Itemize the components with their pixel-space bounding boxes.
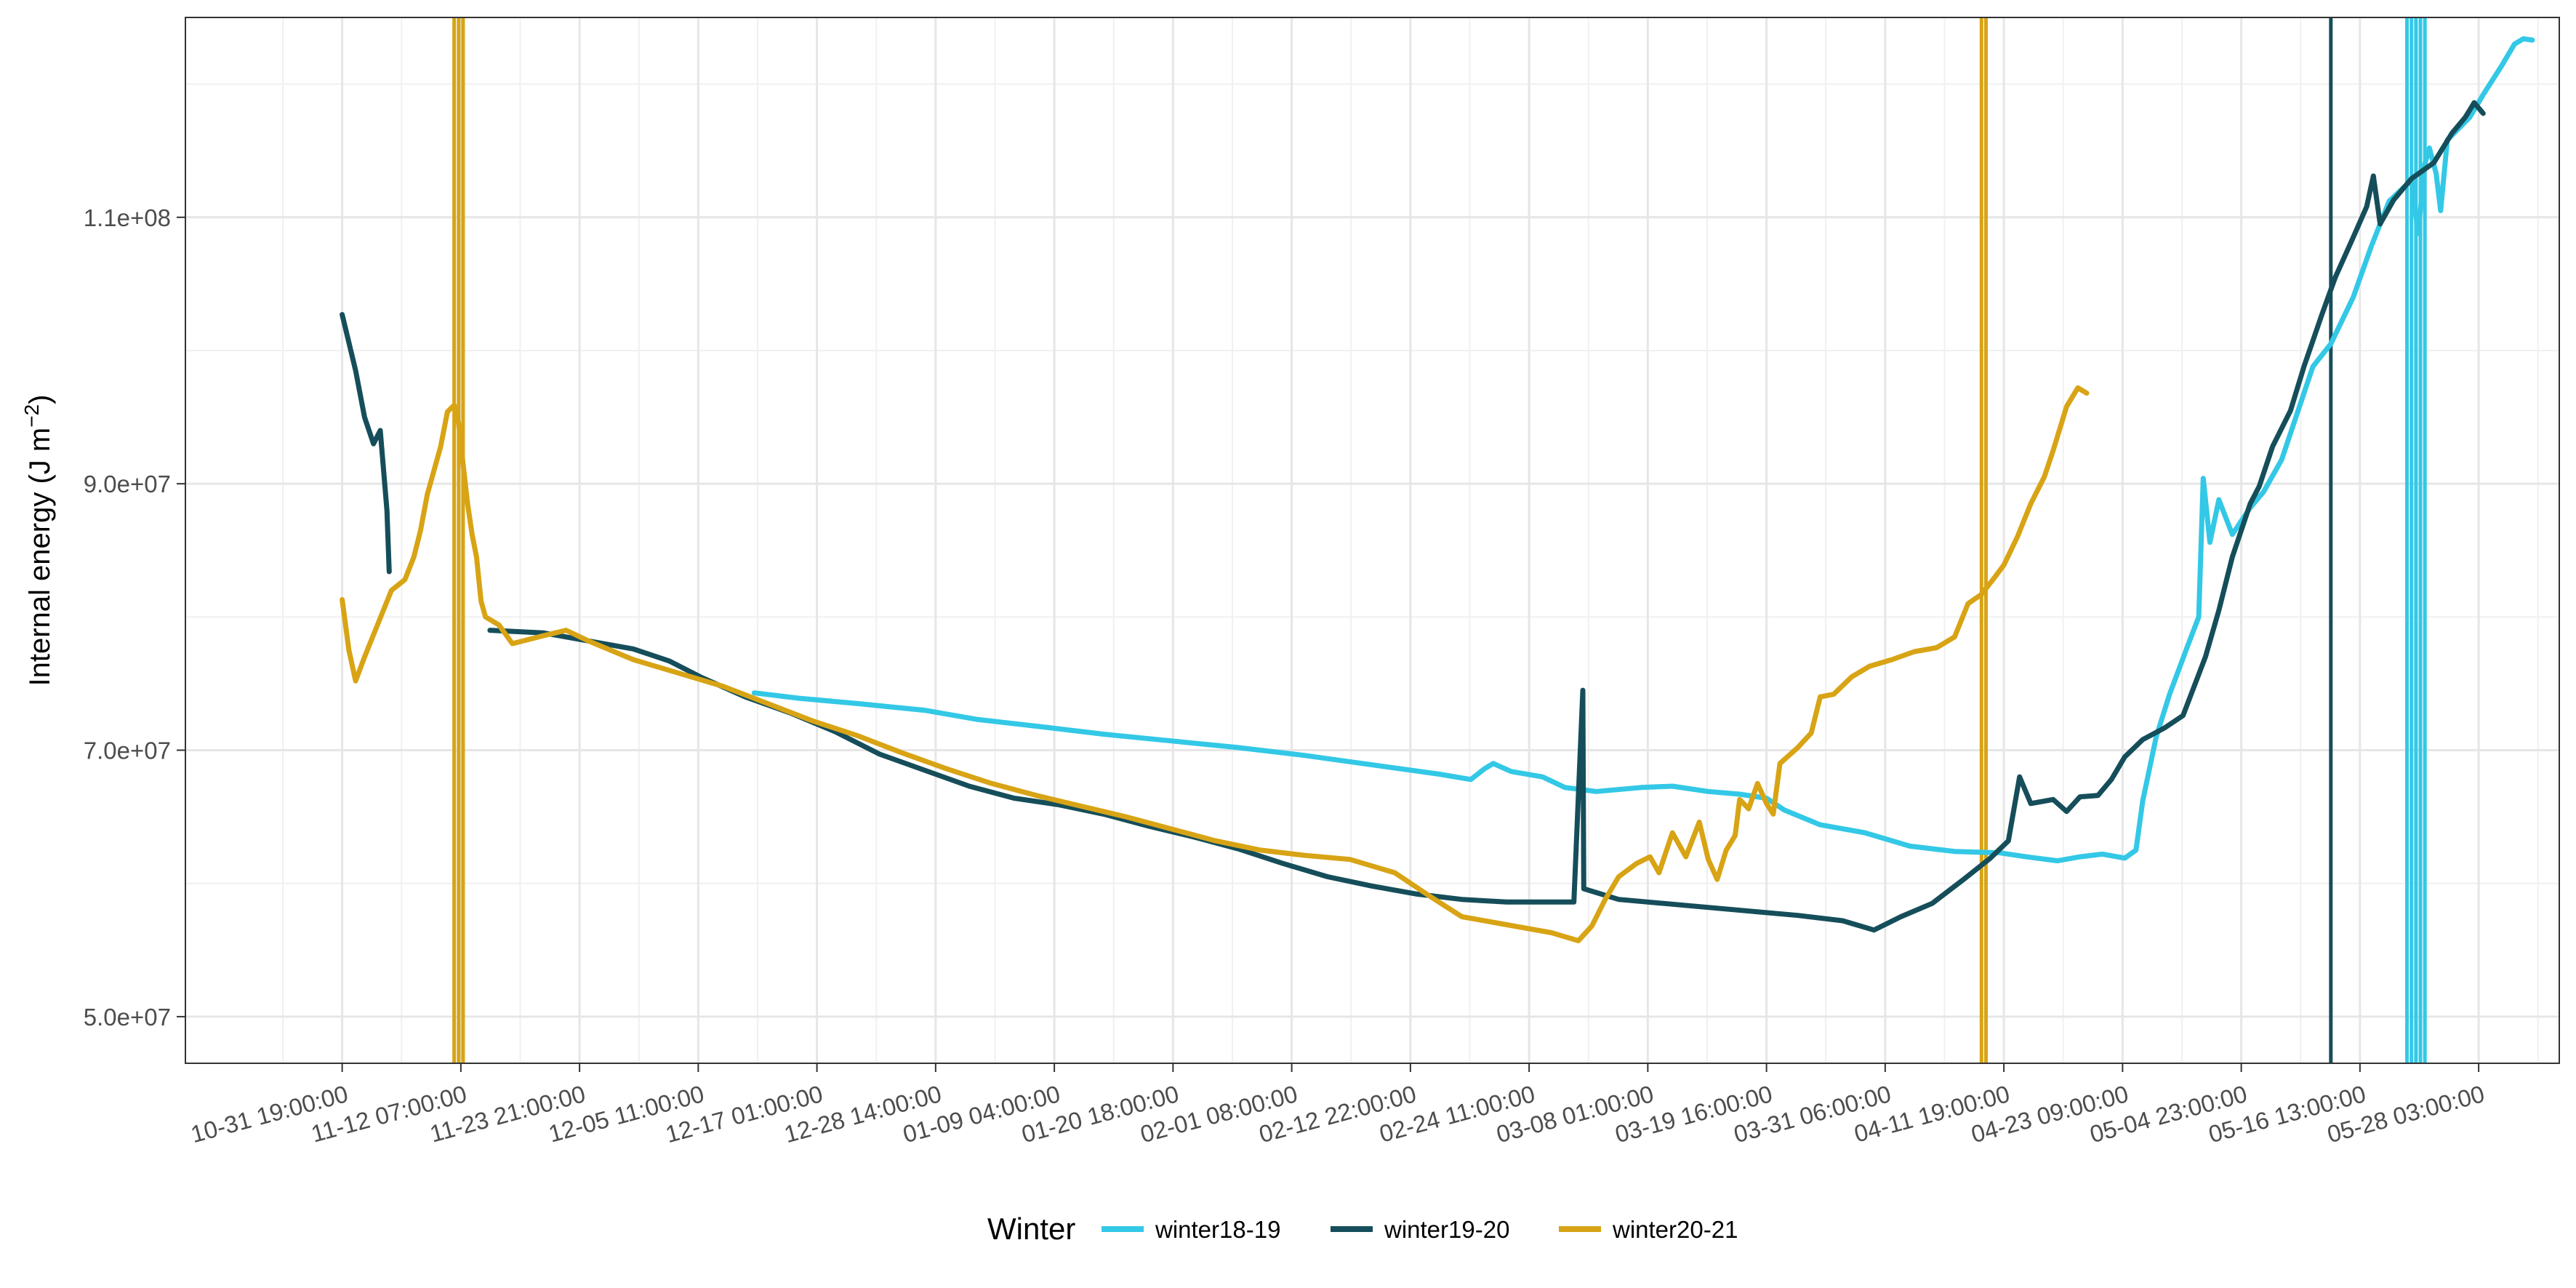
- minor-gridlines: [185, 17, 2559, 1063]
- series-line-winter19-20: [340, 100, 2486, 933]
- series-line-winter20-21: [340, 385, 2090, 943]
- series-lines: [340, 36, 2535, 943]
- y-axis-title-tail: ): [24, 395, 56, 404]
- y-axis-title: Internal energy (J m−2): [20, 395, 57, 687]
- y-tick-label: 9.0e+07: [84, 471, 171, 497]
- legend-title: Winter: [987, 1212, 1075, 1246]
- legend: Winter winter18-19 winter19-20 winter20-21: [987, 1212, 1738, 1246]
- y-tick-label: 1.1e+08: [84, 204, 171, 231]
- plot-background: [185, 17, 2559, 1063]
- y-tick-label: 5.0e+07: [84, 1004, 171, 1031]
- legend-items: winter18-19 winter19-20 winter20-21: [1102, 1216, 1738, 1243]
- y-axis-title-superscript: −2: [20, 404, 43, 428]
- legend-label-winter18-19: winter18-19: [1155, 1216, 1280, 1243]
- y-tick-label: 7.0e+07: [84, 737, 171, 764]
- plot-border: [185, 17, 2560, 1064]
- y-axis-title-main: Internal energy (J m: [24, 428, 56, 687]
- major-gridlines: [185, 17, 2559, 1063]
- series-line-winter18-19: [751, 36, 2535, 864]
- y-axis: 5.0e+07 7.0e+07 9.0e+07 1.1e+08: [84, 204, 185, 1031]
- legend-label-winter19-20: winter19-20: [1384, 1216, 1509, 1243]
- legend-label-winter20-21: winter20-21: [1612, 1216, 1738, 1243]
- vertical-spike-lines: [452, 17, 2427, 1063]
